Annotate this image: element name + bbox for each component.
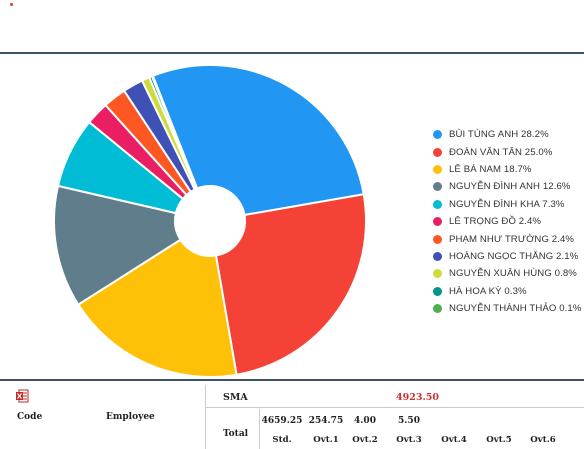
total-label: Total [223,429,249,439]
pie-slice-11[interactable] [150,74,199,190]
legend-swatch-icon [433,164,442,174]
legend-swatch-icon [433,286,442,296]
legend-swatch-icon [433,269,442,279]
legend-label: LÊ BÁ NAM 18.7% [449,163,532,175]
legend-swatch-icon [433,251,442,261]
legend-label: BÙI TÙNG ANH 28.2% [449,129,549,141]
std-column-header: Std. [272,435,292,445]
bottom-divider [0,379,584,381]
sma-row: SMA 4923.50 [206,385,584,408]
pie-chart [40,62,380,380]
legend-item[interactable]: ĐOÀN VĂN TÂN 25.0% [433,143,584,160]
excel-icon[interactable] [16,389,29,403]
legend-item[interactable]: NGUYỄN XUÂN HÙNG 0.8% [433,265,584,282]
legend-label: HÀ HOA KỲ 0.3% [449,285,527,297]
ovt4-column-header: Ovt.4 [441,435,467,445]
legend-item[interactable]: HOÀNG NGỌC THẮNG 2.1% [433,248,584,265]
legend-label: LÊ TRỌNG ĐỒ 2.4% [449,216,542,228]
ovt2-column-header: Ovt.2 [352,435,378,445]
pie-slice-4[interactable] [53,184,182,306]
legend-label: NGUYỄN ĐÌNH ANH 12.6% [449,181,571,193]
legend-item[interactable]: HÀ HOA KỲ 0.3% [433,283,584,300]
legend-label: PHẠM NHƯ TRƯỜNG 2.4% [449,233,575,245]
ovt6-column-header: Ovt.6 [530,435,556,445]
total-std-value: 4659.25 [261,416,303,426]
total-ovt3-value: 5.50 [398,416,420,426]
legend-item[interactable]: PHẠM NHƯ TRƯỜNG 2.4% [433,230,584,247]
legend-swatch-icon [433,199,442,209]
ovt1-column-header: Ovt.1 [313,435,339,445]
summary-table: Code Employee SMA 4923.50 Total 4659.25 … [0,381,584,449]
legend-label: NGUYỄN ĐÌNH KHA 7.3% [449,198,565,210]
code-column-header[interactable]: Code [17,412,43,422]
legend-label: ĐOÀN VĂN TÂN 25.0% [449,146,553,158]
legend-item[interactable]: BÙI TÙNG ANH 28.2% [433,126,584,143]
ovt3-column-header: Ovt.3 [396,435,422,445]
pie-slice-3[interactable] [76,238,238,378]
legend-item[interactable]: NGUYỄN THÀNH THẢO 0.1% [433,300,584,317]
legend-item[interactable]: LÊ BÁ NAM 18.7% [433,161,584,178]
total-ovt2-value: 4.00 [354,416,376,426]
legend-swatch-icon [433,304,442,314]
total-separator [259,409,260,449]
ovt5-column-header: Ovt.5 [486,435,512,445]
top-divider [0,52,584,54]
legend-swatch-icon [433,182,442,192]
legend-label: NGUYỄN THÀNH THẢO 0.1% [449,303,582,315]
legend-swatch-icon [433,130,442,140]
sma-label: SMA [223,392,248,403]
legend-swatch-icon [433,147,442,157]
legend-item[interactable]: NGUYỄN ĐÌNH ANH 12.6% [433,178,584,195]
legend-swatch-icon [433,234,442,244]
legend-item[interactable]: LÊ TRỌNG ĐỒ 2.4% [433,213,584,230]
chart-legend: BÙI TÙNG ANH 28.2% ĐOÀN VĂN TÂN 25.0% LÊ B… [433,126,584,317]
legend-item[interactable]: NGUYỄN ĐÌNH KHA 7.3% [433,196,584,213]
total-ovt1-value: 254.75 [308,416,344,426]
pie-slice-2[interactable] [214,193,367,376]
status-dot [10,3,13,6]
legend-swatch-icon [433,217,442,227]
sma-value: 4923.50 [396,392,439,403]
legend-label: HOÀNG NGỌC THẮNG 2.1% [449,250,579,262]
legend-label: NGUYỄN XUÂN HÙNG 0.8% [449,268,577,280]
totals-grid: SMA 4923.50 Total 4659.25 254.75 4.00 5.… [205,385,584,449]
pie-chart-svg [53,64,367,378]
pie-slice-1[interactable] [151,64,365,217]
employee-column-header[interactable]: Employee [106,412,155,422]
